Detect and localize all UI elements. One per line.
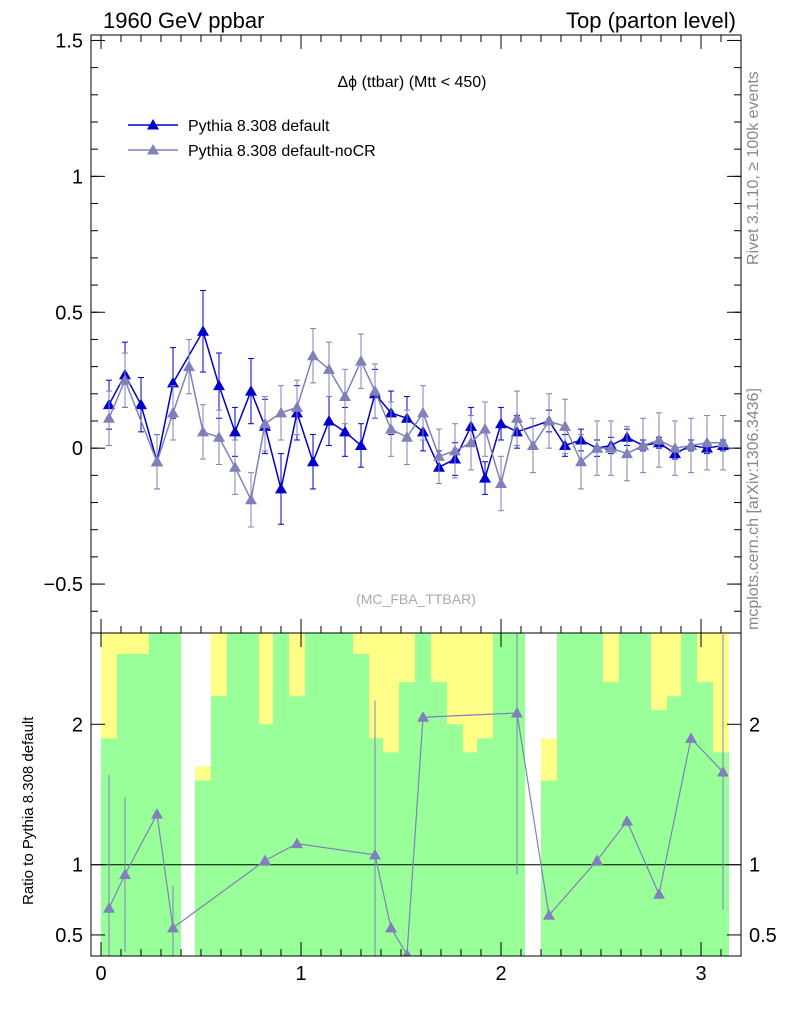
- data-point: [197, 426, 209, 437]
- data-point: [245, 385, 257, 396]
- ratio-plot: 0.5 0.5 1 1 2 2 0 1 2 3: [55, 552, 777, 1024]
- uncertainty-band-green: [651, 710, 667, 963]
- ratio-y-tick-label-right: 0.5: [749, 925, 777, 947]
- series-line-1: [109, 356, 723, 500]
- data-point: [401, 431, 413, 442]
- uncertainty-band-green: [557, 626, 573, 963]
- data-point: [167, 407, 179, 418]
- uncertainty-band-green: [431, 682, 447, 963]
- data-point: [479, 423, 491, 434]
- uncertainty-band-green: [259, 724, 273, 963]
- data-point: [495, 478, 507, 489]
- data-point: [495, 418, 507, 429]
- ratio-clip-group: [91, 552, 741, 1024]
- data-point: [339, 391, 351, 402]
- uncertainty-band-green: [195, 780, 211, 963]
- data-point: [543, 415, 555, 426]
- x-tick-label: 0: [95, 963, 106, 985]
- uncertainty-band-green: [447, 724, 463, 963]
- y-tick-label: −0.5: [44, 574, 83, 596]
- series-line-0: [109, 331, 723, 489]
- uncertainty-band-green: [667, 696, 681, 963]
- x-tick-label: 1: [295, 963, 306, 985]
- ratio-y-tick-label-right: 2: [749, 714, 760, 736]
- data-point: [151, 456, 163, 467]
- ratio-y-tick-label: 1: [72, 855, 83, 877]
- uncertainty-band-green: [619, 626, 635, 963]
- data-point: [479, 472, 491, 483]
- uncertainty-band-green: [399, 682, 415, 963]
- uncertainty-band-green: [681, 626, 697, 963]
- data-point: [307, 456, 319, 467]
- uncertainty-band-green: [477, 738, 493, 963]
- data-point: [369, 385, 381, 396]
- data-point: [213, 380, 225, 391]
- uncertainty-band-green: [211, 696, 227, 963]
- uncertainty-band-green: [697, 682, 713, 963]
- y-tick-label: 0: [72, 438, 83, 460]
- uncertainty-band-green: [573, 626, 587, 963]
- analysis-watermark: (MC_FBA_TTBAR): [356, 591, 476, 607]
- legend-label-0: Pythia 8.308 default: [188, 118, 330, 135]
- uncertainty-band-green: [713, 752, 729, 963]
- data-point: [323, 415, 335, 426]
- uncertainty-band-green: [337, 626, 353, 963]
- uncertainty-band-green: [243, 626, 259, 963]
- data-point: [275, 483, 287, 494]
- y-tick-label: 1: [72, 166, 83, 188]
- data-point: [511, 412, 523, 423]
- data-point: [417, 407, 429, 418]
- uncertainty-band-green: [603, 682, 619, 963]
- uncertainty-band-green: [635, 626, 651, 963]
- y-tick-label: 1.5: [55, 30, 83, 52]
- legend-label-1: Pythia 8.308 default-noCR: [188, 143, 376, 160]
- main-plot: Δϕ (ttbar) (Mtt < 450) (MC_FBA_TTBAR) Pyth…: [44, 30, 741, 633]
- uncertainty-band-green: [353, 654, 369, 963]
- plot-title: Δϕ (ttbar) (Mtt < 450): [337, 74, 486, 91]
- ratio-y-tick-label-right: 1: [749, 855, 760, 877]
- uncertainty-band-green: [587, 626, 603, 963]
- data-point: [259, 418, 271, 429]
- data-point: [197, 325, 209, 336]
- chart-canvas: Δϕ (ttbar) (Mtt < 450) (MC_FBA_TTBAR) Pyth…: [0, 0, 786, 1024]
- data-point: [307, 350, 319, 361]
- data-point: [653, 434, 665, 445]
- x-tick-label: 3: [695, 963, 706, 985]
- data-point: [291, 401, 303, 412]
- data-point: [527, 439, 539, 450]
- uncertainty-band-green: [149, 626, 165, 963]
- data-point: [229, 426, 241, 437]
- uncertainty-band-green: [493, 626, 509, 963]
- ratio-y-tick-label: 0.5: [55, 925, 83, 947]
- y-tick-label: 0.5: [55, 302, 83, 324]
- ratio-y-tick-label: 2: [72, 714, 83, 736]
- uncertainty-band-green: [273, 626, 289, 963]
- data-point: [339, 426, 351, 437]
- data-point: [103, 412, 115, 423]
- x-tick-label: 2: [495, 963, 506, 985]
- data-point: [385, 423, 397, 434]
- uncertainty-band-green: [133, 654, 149, 963]
- data-point: [119, 374, 131, 385]
- data-point: [355, 355, 367, 366]
- uncertainty-band-green: [305, 626, 321, 963]
- data-point: [245, 494, 257, 505]
- uncertainty-band-green: [289, 696, 305, 963]
- data-point: [229, 461, 241, 472]
- uncertainty-band-green: [227, 626, 243, 963]
- data-point: [135, 399, 147, 410]
- uncertainty-band-green: [541, 780, 557, 963]
- uncertainty-band-green: [463, 752, 477, 963]
- uncertainty-band-green: [321, 626, 337, 963]
